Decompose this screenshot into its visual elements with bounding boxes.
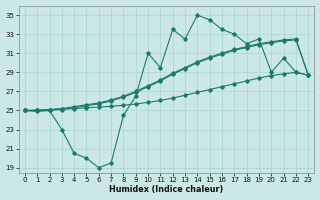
X-axis label: Humidex (Indice chaleur): Humidex (Indice chaleur) <box>109 185 224 194</box>
